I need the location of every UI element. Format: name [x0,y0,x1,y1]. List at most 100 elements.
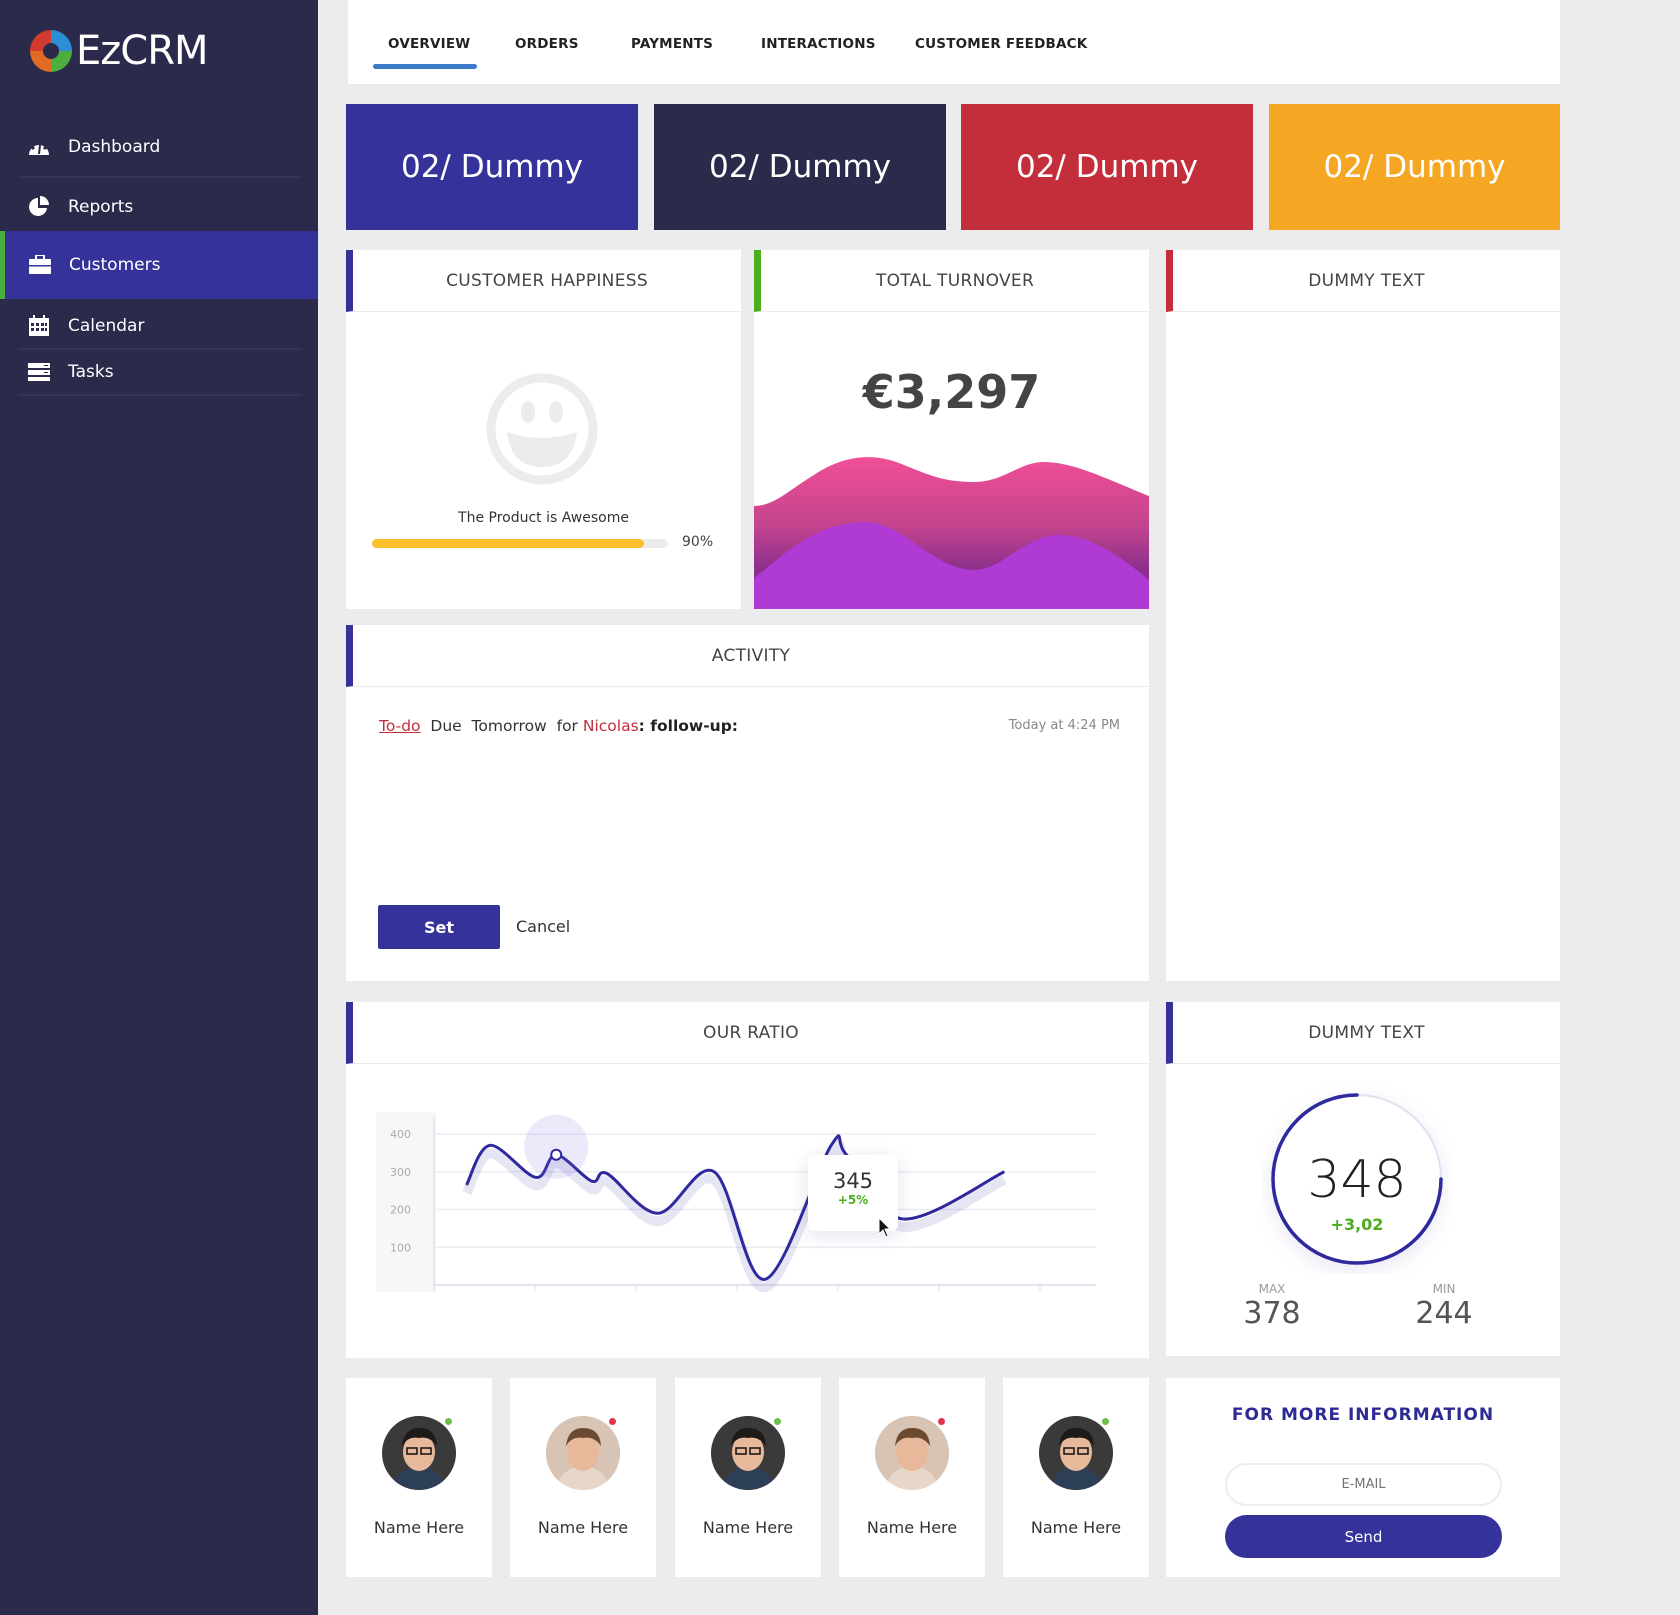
gauge-change: +3,02 [1330,1215,1384,1234]
tab-bar: OVERVIEW ORDERS PAYMENTS INTERACTIONS CU… [348,0,1560,84]
tab-orders[interactable]: ORDERS [515,36,579,52]
gauge-value: 348 [1307,1150,1407,1210]
divider [18,176,302,178]
card-title: DUMMY TEXT [1166,250,1560,312]
person-card[interactable]: Name Here [346,1378,492,1577]
set-button[interactable]: Set [378,905,500,949]
active-tab-indicator [373,64,477,69]
status-dot-online [1101,1417,1110,1426]
logo-text: EzCRM [76,28,209,74]
email-input[interactable] [1225,1463,1502,1506]
activity-task: : follow-up: [638,717,738,735]
send-button[interactable]: Send [1225,1515,1502,1558]
mouse-cursor-icon [878,1217,892,1238]
sidebar-item-dashboard[interactable]: Dashboard [0,127,318,167]
activity-timestamp: Today at 4:24 PM [1008,718,1120,733]
divider [18,394,302,396]
y-tick-label: 200 [390,1204,411,1217]
sidebar-item-label: Dashboard [68,137,161,157]
gauge-fill-arc [1271,1093,1443,1265]
cancel-button[interactable]: Cancel [516,917,571,936]
happiness-progress-fill [372,539,644,548]
avatar [875,1416,949,1490]
person-name: Name Here [537,1518,629,1537]
status-dot-online [444,1417,453,1426]
person-name: Name Here [1030,1518,1122,1537]
card-title: DUMMY TEXT [1166,1002,1560,1064]
smiley-icon [486,373,598,485]
avatar [711,1416,785,1490]
dummy-gauge-card: DUMMY TEXT 348 +3,02 MAX 378 MIN 244 [1166,1002,1560,1356]
card-title: OUR RATIO [346,1002,1149,1064]
happiness-caption: The Product is Awesome [458,510,629,526]
chart-tooltip: 345 +5% [808,1155,898,1231]
activity-when: Tomorrow [471,717,547,735]
y-axis-band [376,1112,436,1292]
more-info-card: FOR MORE INFORMATION Send [1166,1378,1560,1577]
y-tick-label: 300 [390,1166,411,1179]
turnover-wave-graphic [754,457,1149,609]
avatar [382,1416,456,1490]
person-name: Name Here [373,1518,465,1537]
tab-interactions[interactable]: INTERACTIONS [761,36,876,52]
activity-for: for [556,717,578,735]
min-value: 244 [1415,1296,1473,1331]
logo[interactable]: EzCRM [30,28,209,74]
person-card[interactable]: Name Here [510,1378,656,1577]
max-value: 378 [1243,1296,1301,1331]
sidebar-item-calendar[interactable]: Calendar [0,306,318,346]
card-title: ACTIVITY [346,625,1149,687]
sidebar-item-label: Reports [68,197,134,217]
y-tick-label: 100 [390,1241,411,1254]
sidebar-item-label: Tasks [68,362,114,382]
pie-chart-icon [26,196,52,218]
stat-tile[interactable]: 02/ Dummy [346,104,638,230]
sidebar-item-label: Customers [69,255,161,275]
tooltip-value: 345 [832,1169,874,1193]
card-title: TOTAL TURNOVER [754,250,1149,312]
gauge-ring [1271,1093,1443,1265]
max-label: MAX [1258,1282,1286,1296]
tab-overview[interactable]: OVERVIEW [388,36,471,52]
stat-tile[interactable]: 02/ Dummy [961,104,1253,230]
status-dot-online [773,1417,782,1426]
briefcase-icon [27,254,53,276]
activity-person-link[interactable]: Nicolas [582,717,639,735]
person-card[interactable]: Name Here [675,1378,821,1577]
turnover-value: €3,297 [862,365,1041,419]
divider [18,348,302,350]
dummy-text-card: DUMMY TEXT [1166,250,1560,981]
happiness-progress-track [372,539,668,548]
calendar-icon [26,315,52,337]
more-info-title: FOR MORE INFORMATION [1231,1405,1495,1425]
avatar [1039,1416,1113,1490]
status-dot-busy [937,1417,946,1426]
sidebar-item-reports[interactable]: Reports [0,187,318,227]
person-name: Name Here [702,1518,794,1537]
person-name: Name Here [866,1518,958,1537]
status-dot-busy [608,1417,617,1426]
activity-due: Due [430,717,462,735]
sidebar-item-tasks[interactable]: Tasks [0,352,318,392]
y-tick-label: 400 [390,1128,411,1141]
sidebar-item-label: Calendar [68,316,145,336]
person-card[interactable]: Name Here [839,1378,985,1577]
tab-customer-feedback[interactable]: CUSTOMER FEEDBACK [915,36,1088,52]
avatar [546,1416,620,1490]
highlight-halo [524,1114,589,1179]
activity-type-link[interactable]: To-do [379,717,421,735]
customer-happiness-card: CUSTOMER HAPPINESS The Product is Awesom… [346,250,741,609]
tasks-list-icon [26,361,52,383]
logo-mark-icon [30,30,72,72]
activity-entry: To-do Due Tomorrow for Nicolas: follow-u… [379,717,738,735]
tab-payments[interactable]: PAYMENTS [631,36,714,52]
sidebar-item-customers[interactable]: Customers [0,231,318,299]
sidebar: EzCRM Dashboard Reports Customers Calend… [0,0,318,1615]
stat-tile[interactable]: 02/ Dummy [1269,104,1560,230]
total-turnover-card: TOTAL TURNOVER €3,297 [754,250,1149,609]
our-ratio-card: OUR RATIO 100 200 300 400 345 +5% [346,1002,1149,1358]
person-card[interactable]: Name Here [1003,1378,1149,1577]
dashboard-gauge-icon [26,136,52,158]
activity-card: ACTIVITY To-do Due Tomorrow for Nicolas:… [346,625,1149,981]
stat-tile[interactable]: 02/ Dummy [654,104,946,230]
